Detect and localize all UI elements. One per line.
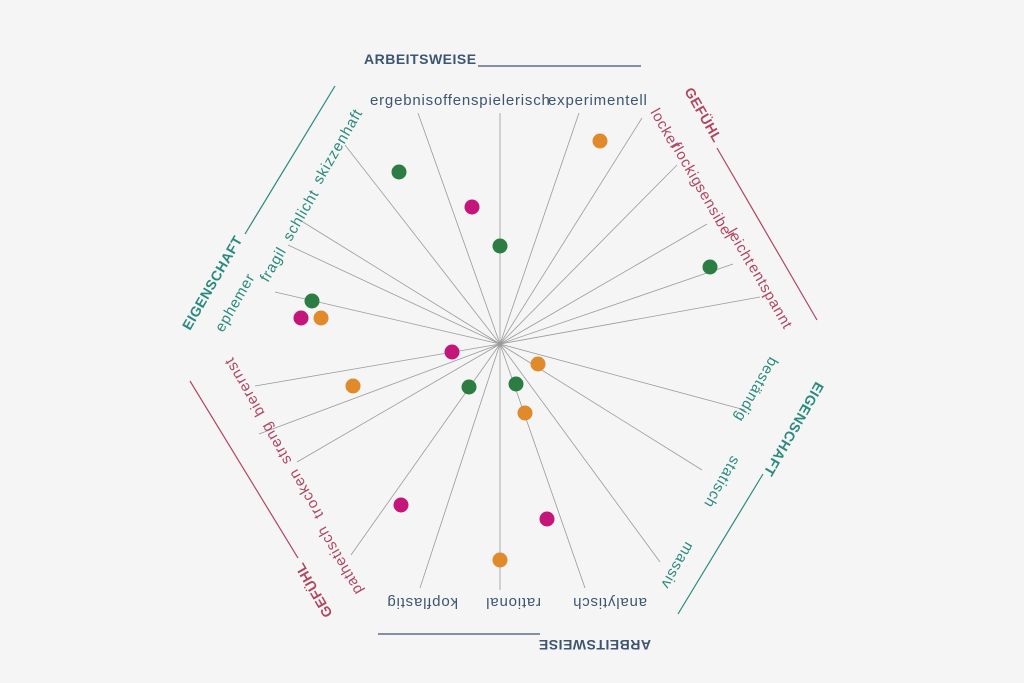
marker-orange-experimentell — [592, 133, 608, 149]
spoke-streng — [258, 343, 501, 435]
spoke-ergebnisoffen — [417, 112, 501, 345]
spoke-label-analytisch: analytisch — [572, 594, 647, 611]
spoke-pathetisch — [350, 343, 501, 556]
spoke-skizzenhaft — [344, 144, 501, 345]
markers — [293, 133, 718, 568]
marker-orange-ephemer — [313, 310, 329, 326]
category-rule-eigenschaft-right — [677, 473, 764, 615]
spoke-label-fragil: fragil — [257, 244, 290, 285]
marker-magenta-bierernst — [444, 344, 460, 360]
spoke-label-statisch: statisch — [700, 453, 743, 511]
spoke-label-ergebnisoffen: ergebnisoffen — [370, 92, 471, 109]
category-arbeitsweise-bottom: ARBEITSWEISE — [378, 633, 651, 653]
marker-magenta-trocken — [393, 497, 409, 513]
spoke-label-flockig: flockig — [668, 140, 707, 190]
category-arbeitsweise-top: ARBEITSWEISE — [364, 51, 641, 67]
category-label-arbeitsweise-top: ARBEITSWEISE — [364, 51, 477, 67]
spoke-label-bierernst: bierernst — [221, 354, 269, 419]
spoke-label-rational: rational — [485, 594, 541, 611]
spoke-label-streng: streng — [257, 419, 295, 468]
spoke-label-kopflastig: kopflastig — [387, 594, 458, 611]
spoke-locker — [499, 117, 643, 345]
category-label-arbeitsweise-bottom: ARBEITSWEISE — [538, 637, 651, 653]
spoke-trocken — [296, 343, 501, 463]
marker-green-leicht — [702, 259, 718, 275]
spokes — [254, 112, 761, 590]
spoke-label-trocken: trocken — [285, 466, 327, 522]
spoke-label-massiv: massiv — [657, 539, 697, 592]
spoke-statisch — [499, 343, 703, 471]
spoke-sensibel — [499, 223, 708, 345]
spoke-massiv — [499, 343, 661, 563]
spoke-label-schlicht: schlicht — [280, 187, 323, 244]
marker-orange-bestaendig — [530, 356, 546, 372]
category-label-gefuehl-left: GEFÜHL — [291, 560, 335, 620]
category-rule-gefuehl-right — [716, 147, 818, 321]
spoke-label-leicht: leicht — [724, 226, 759, 269]
spoke-labels: ergebnisoffen spielerischexperimentellloc… — [212, 92, 796, 611]
spoke-label-pathetisch: pathetisch — [314, 523, 367, 598]
spoke-experimentell — [499, 112, 580, 345]
marker-magenta-analytisch — [539, 511, 555, 527]
marker-orange-bierernst — [345, 378, 361, 394]
marker-orange-rational — [492, 552, 508, 568]
spoke-label-skizzenhaft: skizzenhaft — [310, 106, 367, 187]
spoke-flockig — [499, 164, 678, 345]
marker-magenta-ephemer — [293, 310, 309, 326]
category-eigenschaft-right: EIGENSCHAFT — [677, 380, 827, 615]
category-label-gefuehl-right: GEFÜHL — [681, 85, 725, 145]
spoke-bestaendig — [499, 343, 746, 411]
spoke-entspannt — [499, 296, 761, 345]
marker-magenta-ergebnisoffen — [464, 199, 480, 215]
marker-green-ephemer — [304, 293, 320, 309]
spoke-label-bestaendig: beständig — [730, 354, 781, 425]
category-label-eigenschaft-right: EIGENSCHAFT — [760, 380, 827, 480]
spoke-leicht — [499, 263, 734, 345]
marker-green-spielerisch — [492, 238, 508, 254]
spoke-schlicht — [302, 221, 501, 345]
spoke-label-spielerisch: spielerisch — [471, 92, 551, 109]
spoke-kopflastig — [419, 343, 501, 589]
marker-green-kopflastig — [461, 379, 477, 395]
marker-green-skizzenhaft — [391, 164, 407, 180]
marker-green-analytisch — [508, 376, 524, 392]
spoke-label-experimentell: experimentell — [548, 92, 648, 109]
spoke-fragil — [287, 244, 501, 345]
marker-orange-analytisch — [517, 405, 533, 421]
category-rule-eigenschaft-left — [244, 85, 336, 235]
category-rule-gefuehl-left — [189, 380, 299, 559]
